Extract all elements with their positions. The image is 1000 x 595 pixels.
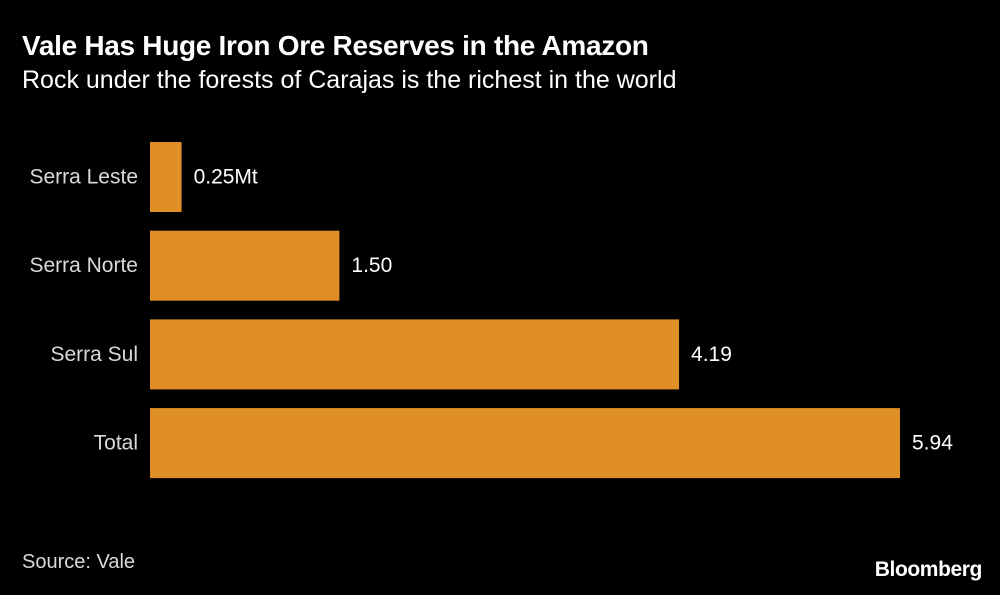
bloomberg-logo: Bloomberg [874, 558, 983, 581]
category-label: Total [94, 432, 138, 455]
data-label: 0.25Mt [194, 166, 258, 189]
source-note: Source: Vale [22, 551, 136, 573]
category-label: Serra Leste [29, 166, 138, 189]
data-label: 5.94 [912, 432, 953, 455]
data-label: 1.50 [351, 254, 392, 277]
data-label: 4.19 [691, 343, 732, 366]
chart-subtitle: Rock under the forests of Carajas is the… [22, 66, 677, 94]
bar-serra-sul [150, 319, 680, 390]
category-label: Serra Norte [29, 254, 138, 277]
bar-serra-leste [150, 142, 182, 212]
chart-title: Vale Has Huge Iron Ore Reserves in the A… [22, 30, 649, 61]
bar-total [150, 408, 900, 479]
category-label: Serra Sul [50, 343, 138, 366]
bar-serra-norte [150, 230, 340, 301]
